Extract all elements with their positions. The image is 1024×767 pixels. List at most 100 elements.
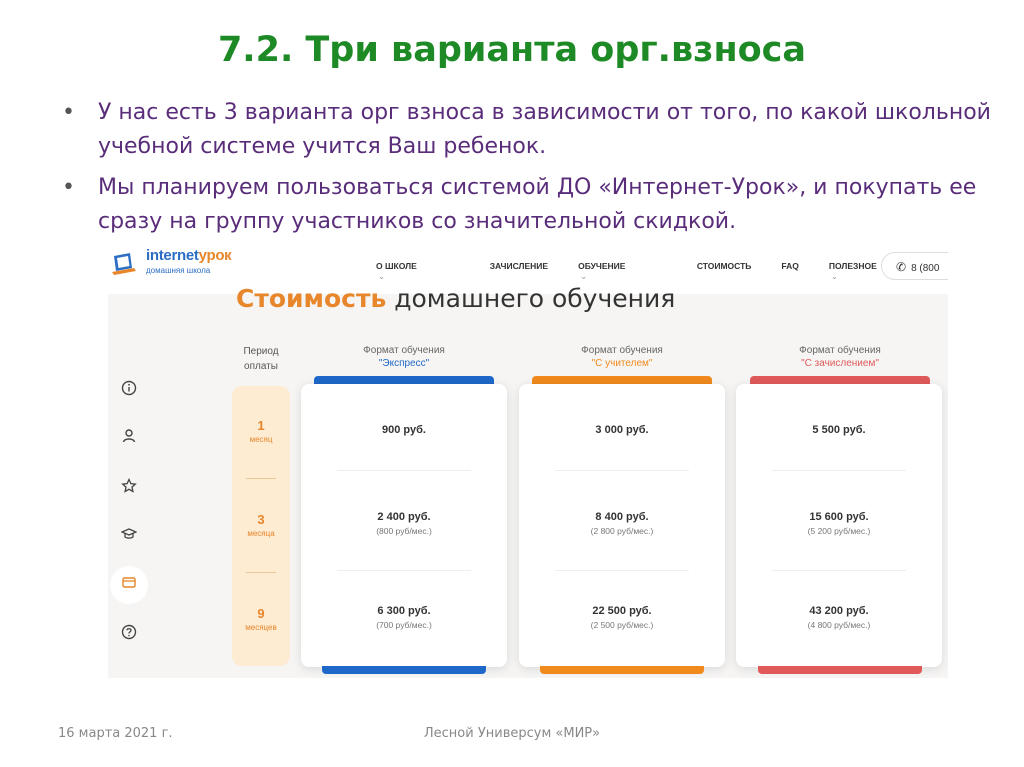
footer-caption: Лесной Универсум «МИР» (423, 726, 601, 741)
divider (246, 478, 276, 479)
chevron-down-icon: ⌄ (580, 271, 588, 281)
divider (337, 570, 471, 571)
divider (246, 572, 276, 573)
help-icon[interactable] (118, 624, 140, 646)
laptop-logo-icon (112, 253, 136, 275)
phone-number: 8 (800 (911, 263, 940, 274)
price-value: 5 500 руб. (812, 424, 866, 436)
plan-select-button[interactable] (758, 666, 922, 674)
logo-subtitle: домашняя школа (146, 266, 211, 275)
plan-format-label: Формат обучения (799, 345, 881, 356)
nav-item-about[interactable]: О ШКОЛЕ⌄ (376, 261, 460, 282)
price-value: 43 200 руб. (809, 605, 869, 617)
price-value: 6 300 руб. (377, 605, 431, 617)
heading-accent: Стоимость (236, 284, 387, 313)
star-icon[interactable] (118, 477, 140, 500)
plan-color-bar (314, 376, 494, 384)
price-monthly: (4 800 руб/мес.) (807, 620, 871, 630)
plan-card-enrollment[interactable]: 5 500 руб. 15 600 руб. (5 200 руб/мес.) … (736, 384, 942, 667)
info-icon[interactable] (118, 380, 140, 402)
footer-date: 16 марта 2021 г. (58, 726, 173, 741)
price-monthly: (700 руб/мес.) (376, 620, 432, 630)
price-value: 15 600 руб. (809, 511, 869, 523)
plan-header-enrollment: Формат обучения "С зачислением" (750, 344, 930, 370)
period-unit: месяцев (245, 623, 277, 632)
price-value: 900 руб. (382, 424, 426, 436)
price-cell: 900 руб. (301, 424, 507, 436)
slide-title: 7.2. Три варианта орг.взноса (217, 30, 807, 70)
nav-item-useful[interactable]: ПОЛЕЗНОЕ⌄ (829, 261, 918, 282)
plan-select-button[interactable] (540, 666, 704, 674)
divider (772, 570, 906, 571)
nav-item-education[interactable]: ОБУЧЕНИЕ⌄ (578, 261, 667, 282)
period-column: 1 месяц 3 месяца 9 месяцев (232, 386, 290, 666)
site-logo[interactable]: internetурок (146, 247, 232, 264)
plan-card-express[interactable]: 900 руб. 2 400 руб. (800 руб/мес.) 6 300… (301, 384, 507, 667)
plan-name: "С зачислением" (801, 358, 879, 369)
period-number: 1 (257, 418, 265, 433)
divider (772, 470, 906, 471)
period-unit: месяца (247, 529, 275, 538)
price-cell: 2 400 руб. (800 руб/мес.) (301, 511, 507, 536)
user-icon[interactable] (118, 428, 140, 450)
nav-item-faq[interactable]: FAQ (781, 261, 799, 271)
bullet-item: • У нас есть 3 варианта орг взноса в зав… (62, 96, 992, 164)
period-number: 9 (257, 606, 265, 621)
price-cell: 43 200 руб. (4 800 руб/мес.) (736, 605, 942, 630)
chevron-down-icon: ⌄ (830, 271, 838, 281)
active-item-highlight (110, 566, 148, 604)
plan-card-teacher[interactable]: 3 000 руб. 8 400 руб. (2 800 руб/мес.) 2… (519, 384, 725, 667)
price-cell: 3 000 руб. (519, 424, 725, 436)
nav-item-enrollment[interactable]: ЗАЧИСЛЕНИЕ (489, 261, 549, 271)
price-cell: 5 500 руб. (736, 424, 942, 436)
price-value: 2 400 руб. (377, 511, 431, 523)
period-item: 1 месяц (232, 418, 290, 444)
price-monthly: (2 500 руб/мес.) (590, 620, 654, 630)
plan-color-bar (532, 376, 712, 384)
phone-button[interactable]: ✆ 8 (800 (881, 252, 948, 280)
plan-select-button[interactable] (322, 666, 486, 674)
price-cell: 6 300 руб. (700 руб/мес.) (301, 605, 507, 630)
graduation-cap-icon[interactable] (118, 526, 140, 548)
bullet-text: У нас есть 3 варианта орг взноса в завис… (98, 100, 991, 159)
nav-label: ПОЛЕЗНОЕ (828, 261, 877, 271)
plan-format-label: Формат обучения (363, 345, 445, 356)
divider (337, 470, 471, 471)
heading-rest: домашнего обучения (394, 284, 676, 313)
price-monthly: (2 800 руб/мес.) (590, 526, 654, 536)
bullet-text: Мы планируем пользоваться системой ДО «И… (98, 175, 977, 234)
period-header: Период оплаты (243, 346, 279, 372)
logo-part2: урок (198, 247, 232, 264)
period-item: 3 месяца (232, 512, 290, 538)
plan-name: "С учителем" (591, 358, 653, 369)
nav-label: О ШКОЛЕ (376, 261, 417, 271)
price-cell: 22 500 руб. (2 500 руб/мес.) (519, 605, 725, 630)
page-heading: Стоимость домашнего обучения (236, 284, 675, 313)
price-value: 8 400 руб. (595, 511, 649, 523)
price-cell: 15 600 руб. (5 200 руб/мес.) (736, 511, 942, 536)
logo-part1: internet (146, 247, 199, 264)
price-value: 22 500 руб. (592, 605, 652, 617)
price-monthly: (5 200 руб/мес.) (807, 526, 871, 536)
bullet-list: • У нас есть 3 варианта орг взноса в зав… (62, 96, 992, 246)
bullet-dot: • (62, 100, 75, 125)
phone-icon: ✆ (896, 260, 907, 274)
chevron-down-icon: ⌄ (378, 271, 386, 281)
plan-header-teacher: Формат обучения "С учителем" (532, 344, 712, 370)
period-unit: месяц (249, 435, 273, 444)
plan-header-express: Формат обучения "Экспресс" (314, 344, 494, 370)
price-monthly: (800 руб/мес.) (376, 526, 432, 536)
nav-item-cost[interactable]: СТОИМОСТЬ (696, 261, 752, 271)
bullet-item: • Мы планируем пользоваться системой ДО … (62, 171, 992, 239)
period-item: 9 месяцев (232, 606, 290, 632)
main-nav: О ШКОЛЕ⌄ ЗАЧИСЛЕНИЕ ОБУЧЕНИЕ⌄ СТОИМОСТЬ … (376, 261, 948, 282)
plan-name: "Экспресс" (378, 358, 430, 369)
price-cell: 8 400 руб. (2 800 руб/мес.) (519, 511, 725, 536)
plan-format-label: Формат обучения (581, 345, 663, 356)
divider (555, 470, 689, 471)
nav-label: ОБУЧЕНИЕ (578, 261, 626, 271)
divider (555, 570, 689, 571)
period-number: 3 (257, 512, 265, 527)
wallet-icon[interactable] (118, 574, 140, 596)
site-header: internetурок домашняя школа О ШКОЛЕ⌄ ЗАЧ… (108, 240, 948, 294)
